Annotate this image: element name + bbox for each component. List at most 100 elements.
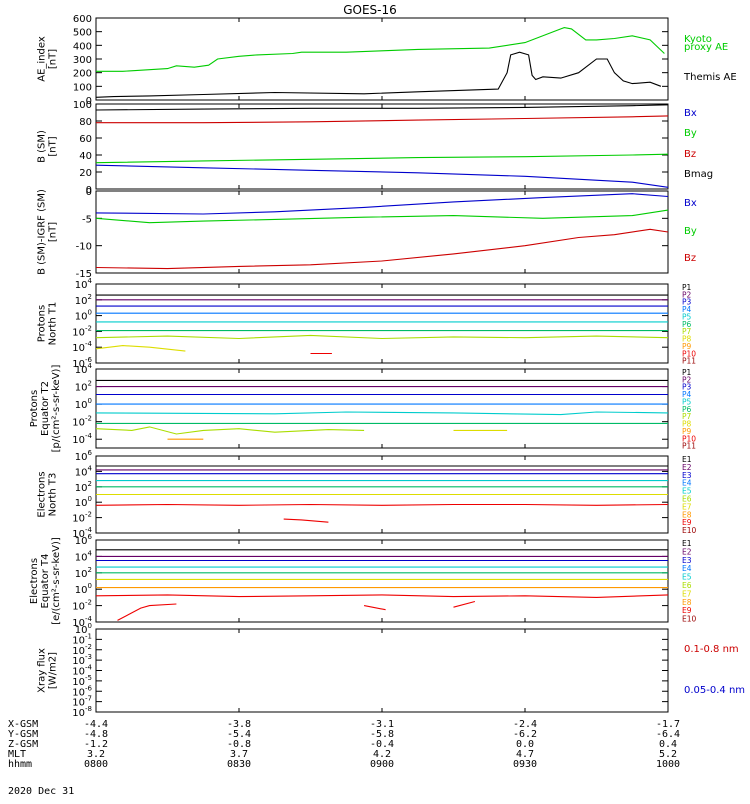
y-tick-label: 80: [79, 117, 92, 128]
panel-frame: [95, 539, 669, 623]
y-axis-label: Equator T4: [40, 554, 51, 609]
y-tick-label: 102: [75, 293, 92, 307]
y-tick-label: 60: [79, 134, 92, 145]
y-tick-label: 106: [75, 533, 93, 547]
legend-entry: P10: [682, 349, 696, 358]
series-e10: [363, 605, 386, 611]
legend-entry: Bmag: [684, 169, 713, 180]
y-tick-label: 100: [75, 582, 92, 596]
y-tick-label: 10-4: [72, 432, 92, 446]
y-tick-label: 10-2: [72, 511, 92, 525]
y-tick-label: 0: [86, 187, 92, 198]
x-axis-value: 0800: [84, 759, 108, 770]
series-bmag: [95, 104, 669, 111]
legend-entry: E7: [682, 502, 692, 511]
y-tick-label: 100: [73, 100, 92, 111]
y-axis-label: [nT]: [48, 222, 59, 242]
y-axis-label: Electrons: [29, 558, 40, 604]
x-axis-row-label: hhmm: [8, 759, 32, 770]
y-axis-label: North T3: [48, 473, 59, 517]
y-tick-label: 200: [73, 69, 92, 80]
legend-entry: P2: [682, 290, 692, 299]
y-tick-label: 600: [73, 14, 92, 25]
y-tick-label: 10-5: [72, 674, 92, 688]
panel-frame: [95, 103, 669, 190]
y-axis-label: Equator T2: [40, 381, 51, 436]
panel-et4: 10-4 10-2 100 102 104 106 Electrons Equator T4[…: [29, 533, 697, 629]
y-axis-label: Xray flux: [37, 648, 48, 693]
legend-entry: E8: [682, 510, 692, 519]
chart-title: GOES-16: [343, 3, 397, 17]
y-tick-label: 10-4: [72, 526, 92, 540]
series-by: [95, 153, 669, 164]
x-axis-value: 0.0: [516, 739, 534, 750]
legend-entry: E6: [682, 495, 692, 504]
series-p7: [95, 334, 669, 340]
y-tick-label: 10-8: [72, 705, 92, 719]
x-axis-value: 4.2: [373, 749, 391, 760]
legend-entry: P6: [682, 320, 692, 329]
x-axis-value: 4.7: [516, 749, 534, 760]
series-themis-ae: [95, 51, 662, 98]
x-axis-value: 1000: [656, 759, 680, 770]
y-tick-label: 10-2: [72, 324, 92, 338]
legend-entry: proxy AE: [684, 42, 728, 53]
x-axis-value: -0.8: [227, 739, 251, 750]
legend-entry: Themis AE: [683, 72, 737, 83]
x-axis-value: -5.4: [227, 729, 251, 740]
legend-entry: E9: [682, 606, 692, 615]
x-axis-value: -4.8: [84, 729, 108, 740]
legend-entry: P8: [682, 420, 692, 429]
series-bz: [96, 115, 669, 124]
x-axis-value: -5.8: [370, 729, 394, 740]
y-axis-label: [nT]: [48, 136, 59, 156]
y-tick-label: 500: [73, 28, 92, 39]
y-tick-label: 104: [75, 464, 93, 478]
legend-entry: P3: [682, 298, 692, 307]
y-tick-label: 10-2: [72, 415, 92, 429]
legend-entry: P11: [682, 442, 696, 451]
series-bx: [95, 193, 669, 215]
legend-entry: E4: [682, 564, 692, 573]
legend-entry: E10: [682, 526, 697, 535]
y-axis-label: Protons: [29, 390, 40, 427]
legend-entry: P8: [682, 335, 692, 344]
legend-entry: P4: [682, 390, 692, 399]
legend-entry: E1: [682, 455, 692, 464]
y-tick-label: -5: [82, 214, 92, 225]
legend-entry: P9: [682, 342, 692, 351]
y-tick-label: 104: [75, 362, 93, 376]
panel-ae: 0 100 200 300 400 500 600 AE_index [nT] Kyotoprox…: [37, 14, 737, 107]
series-bx: [95, 164, 669, 188]
y-tick-label: 100: [75, 622, 92, 636]
series-e10b: [453, 600, 476, 608]
legend-entry: P10: [682, 434, 696, 443]
legend-entry: E2: [682, 547, 692, 556]
y-tick-label: 20: [79, 168, 92, 179]
y-tick-label: 102: [75, 566, 92, 580]
x-axis-row-label: Z-GSM: [8, 739, 38, 750]
y-axis-label: [p/(cm²-s-sr-keV)]: [51, 365, 62, 453]
legend-entry: E3: [682, 471, 692, 480]
panel-pt2: 10-4 10-2 100 102 104 Protons Equator T2 [p/(cm…: [29, 362, 696, 452]
legend-entry: E10: [682, 615, 697, 624]
panel-frame: [95, 628, 669, 713]
legend-entry: By: [684, 128, 697, 139]
y-tick-label: 10-6: [72, 356, 92, 370]
y-tick-label: 10-2: [72, 599, 92, 613]
series-bz: [95, 228, 669, 270]
y-axis-label: [W/m2]: [48, 652, 59, 689]
x-axis-value: -2.4: [513, 719, 537, 730]
y-tick-label: 0: [86, 185, 92, 196]
legend-entry: P1: [682, 368, 692, 377]
legend-entry: Bz: [684, 149, 696, 160]
y-tick-label: 104: [75, 549, 93, 563]
panel-bigrf: -15 -10 -5 0 B (SM)-IGRF (SM) [nT] Bx By Bz: [37, 187, 697, 280]
legend-entry: P3: [682, 383, 692, 392]
legend-entry: E8: [682, 598, 692, 607]
y-tick-label: -15: [76, 269, 92, 280]
y-tick-label: 100: [73, 82, 92, 93]
